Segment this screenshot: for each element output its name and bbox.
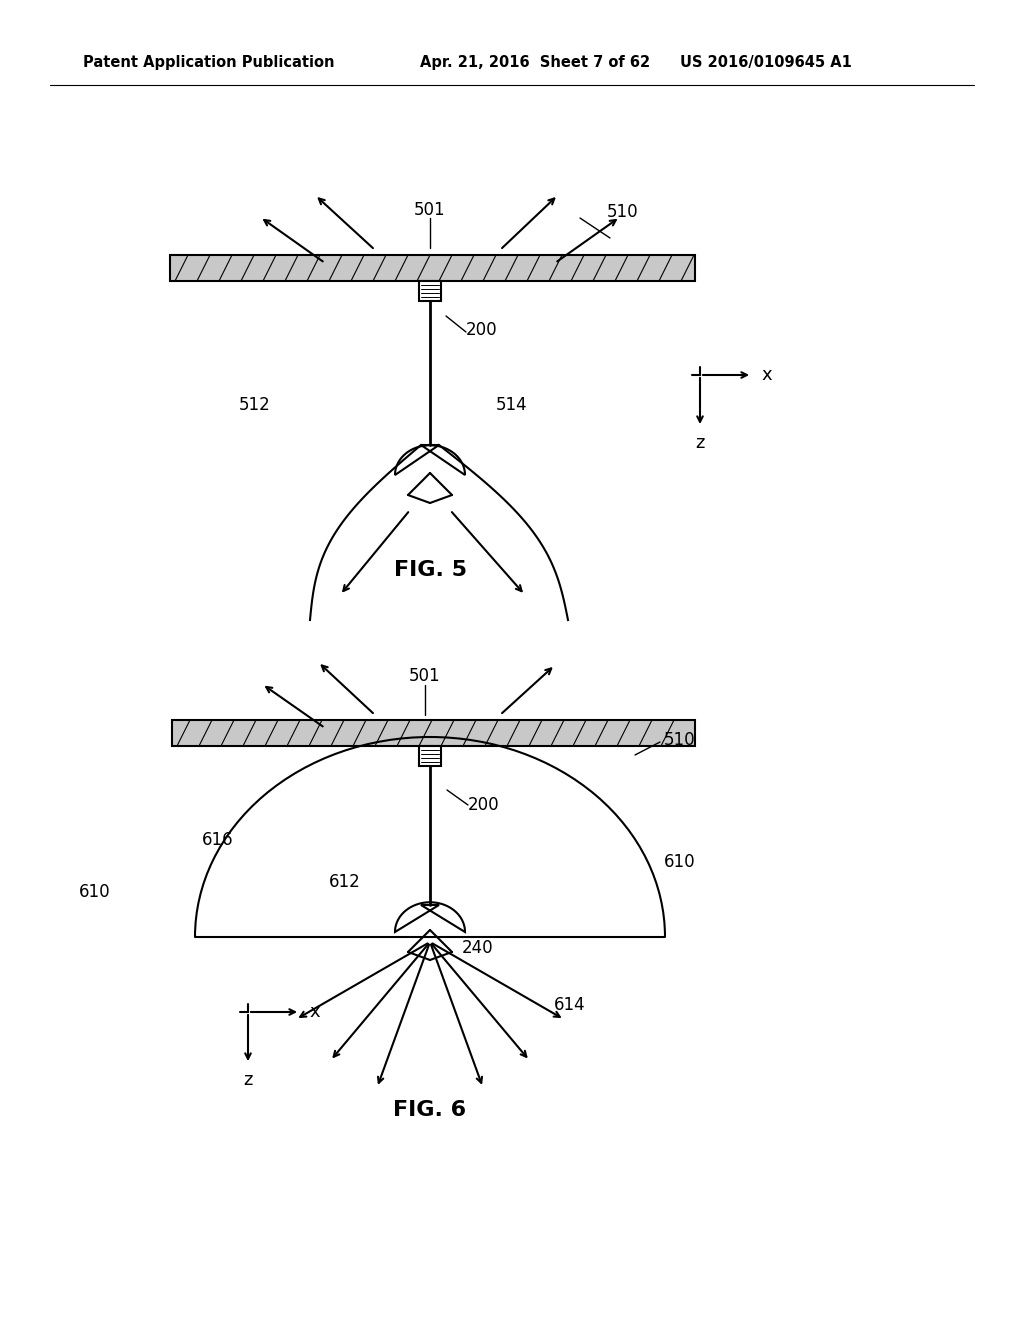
- Text: x: x: [762, 366, 772, 384]
- Text: 200: 200: [468, 796, 500, 814]
- Text: 612: 612: [329, 873, 360, 891]
- Text: FIG. 6: FIG. 6: [393, 1100, 467, 1119]
- Text: FIG. 5: FIG. 5: [393, 560, 467, 579]
- Polygon shape: [419, 746, 441, 766]
- Text: 614: 614: [554, 997, 586, 1014]
- Text: 514: 514: [497, 396, 527, 414]
- Polygon shape: [419, 281, 441, 301]
- Text: z: z: [695, 434, 705, 451]
- Text: 510: 510: [665, 731, 696, 748]
- Text: x: x: [309, 1003, 321, 1020]
- Text: 512: 512: [240, 396, 271, 414]
- Text: 616: 616: [202, 832, 233, 849]
- Text: z: z: [244, 1071, 253, 1089]
- Polygon shape: [170, 255, 695, 281]
- Text: 501: 501: [410, 667, 440, 685]
- Polygon shape: [395, 445, 465, 475]
- Text: 510: 510: [607, 203, 639, 220]
- Text: 200: 200: [466, 321, 498, 339]
- Text: 501: 501: [414, 201, 445, 219]
- Text: Patent Application Publication: Patent Application Publication: [83, 54, 335, 70]
- Polygon shape: [395, 903, 465, 932]
- Polygon shape: [172, 719, 695, 746]
- Text: Apr. 21, 2016  Sheet 7 of 62: Apr. 21, 2016 Sheet 7 of 62: [420, 54, 650, 70]
- Text: 610: 610: [79, 883, 111, 902]
- Text: US 2016/0109645 A1: US 2016/0109645 A1: [680, 54, 852, 70]
- Text: 610: 610: [665, 853, 696, 871]
- Text: 240: 240: [462, 939, 494, 957]
